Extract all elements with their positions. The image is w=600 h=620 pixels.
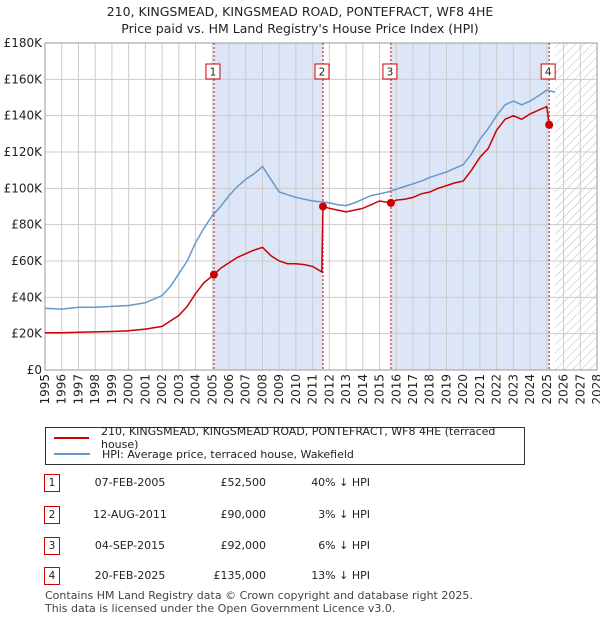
x-tick-label: 2017	[406, 374, 420, 405]
marker-badge	[205, 63, 221, 80]
x-tick-label: 2009	[272, 374, 286, 405]
transaction-number-badge: 1	[44, 474, 60, 492]
transaction-hpi-diff: 6% ↓ HPI	[318, 539, 370, 552]
footer-copyright: Contains HM Land Registry data © Crown c…	[45, 589, 473, 602]
transaction-date: 07-FEB-2005	[94, 476, 166, 489]
transaction-price: £90,000	[220, 508, 267, 521]
x-tick-label: 2005	[205, 374, 219, 405]
transaction-price: £135,000	[213, 569, 267, 582]
x-tick-label: 2010	[289, 374, 303, 405]
x-tick-label: 2011	[306, 374, 320, 405]
x-tick-label: 1998	[88, 374, 102, 405]
chart-subtitle: Price paid vs. HM Land Registry's House …	[121, 21, 479, 36]
x-tick-label: 2008	[255, 374, 269, 405]
table-row: 3 04-SEP-2015 £92,000 6% ↓ HPI	[0, 537, 600, 557]
y-tick-label: £100K	[4, 181, 44, 195]
legend-label-hpi: HPI: Average price, terraced house, Wake…	[102, 447, 354, 461]
x-tick-label: 2019	[439, 374, 453, 405]
y-tick-label: £0	[27, 363, 42, 377]
sale-point	[386, 198, 395, 207]
series-line-property	[45, 105, 553, 334]
x-tick-label: 2024	[523, 374, 537, 405]
sale-point	[209, 270, 218, 279]
x-tick-label: 2027	[573, 374, 587, 405]
y-tick-label: £80K	[11, 218, 43, 232]
legend-item-hpi: HPI: Average price, terraced house, Wake…	[54, 446, 354, 462]
x-tick-label: 2002	[155, 374, 169, 405]
series-line-hpi	[45, 89, 556, 310]
marker-badge-label: 4	[545, 67, 552, 79]
y-tick-label: £140K	[4, 109, 44, 123]
marker-badge-label: 3	[387, 67, 394, 79]
x-tick-label: 2003	[172, 374, 186, 405]
transaction-hpi-diff: 3% ↓ HPI	[318, 508, 370, 521]
marker-badge	[540, 63, 556, 80]
x-tick-label: 1996	[55, 374, 69, 405]
x-tick-label: 2022	[490, 374, 504, 405]
sale-point	[545, 120, 554, 129]
marker-badge-label: 2	[319, 67, 326, 79]
transaction-price: £92,000	[220, 539, 267, 552]
table-row: 1 07-FEB-2005 £52,500 40% ↓ HPI	[0, 474, 600, 494]
x-tick-label: 2013	[339, 374, 353, 405]
sale-point	[319, 202, 328, 211]
marker-badge	[314, 63, 330, 80]
x-tick-label: 2007	[239, 374, 253, 405]
x-tick-label: 1995	[38, 374, 52, 405]
x-tick-label: 1999	[105, 374, 119, 405]
x-tick-label: 2028	[590, 374, 600, 405]
x-tick-label: 2014	[356, 374, 370, 405]
x-tick-label: 2001	[138, 374, 152, 405]
y-tick-label: £40K	[11, 290, 43, 304]
transaction-date: 12-AUG-2011	[93, 508, 167, 521]
footer-license: This data is licensed under the Open Gov…	[45, 602, 396, 615]
future-hatch	[555, 43, 597, 370]
x-tick-label: 2006	[222, 374, 236, 405]
legend-swatch-hpi	[54, 453, 90, 455]
x-tick-label: 2012	[322, 374, 336, 405]
legend: 210, KINGSMEAD, KINGSMEAD ROAD, PONTEFRA…	[45, 425, 525, 465]
x-tick-label: 2015	[373, 374, 387, 405]
transaction-hpi-diff: 13% ↓ HPI	[311, 569, 370, 582]
x-tick-label: 2020	[456, 374, 470, 405]
legend-label-property: 210, KINGSMEAD, KINGSMEAD ROAD, PONTEFRA…	[100, 425, 496, 451]
transaction-price: £52,500	[220, 476, 267, 489]
ownership-shade	[213, 43, 323, 370]
x-tick-label: 2026	[557, 374, 571, 405]
marker-badge	[382, 63, 398, 80]
x-tick-label: 2023	[506, 374, 520, 405]
y-tick-label: £120K	[4, 145, 44, 159]
y-tick-label: £160K	[4, 72, 44, 86]
table-row: 4 20-FEB-2025 £135,000 13% ↓ HPI	[0, 567, 600, 587]
x-tick-label: 2016	[389, 374, 403, 405]
transaction-date: 20-FEB-2025	[94, 569, 166, 582]
x-tick-label: 2021	[473, 374, 487, 405]
legend-swatch-property	[54, 437, 89, 439]
legend-item-property: 210, KINGSMEAD, KINGSMEAD ROAD, PONTEFRA…	[54, 425, 524, 451]
y-tick-label: £60K	[11, 254, 43, 268]
ownership-shade	[390, 43, 549, 370]
x-tick-label: 2018	[423, 374, 437, 405]
price-chart: £0 £20K £40K £60K £80K £100K £120K £140K £160K £1…	[4, 36, 600, 405]
plot-border	[44, 42, 598, 371]
x-tick-label: 1997	[71, 374, 85, 405]
transaction-number-badge: 3	[44, 537, 60, 555]
y-tick-label: £20K	[11, 327, 43, 341]
transaction-date: 04-SEP-2015	[94, 539, 166, 552]
transaction-hpi-diff: 40% ↓ HPI	[311, 476, 370, 489]
chart-title: 210, KINGSMEAD, KINGSMEAD ROAD, PONTEFRA…	[106, 4, 494, 19]
marker-badge-label: 1	[210, 67, 217, 79]
x-tick-label: 2004	[189, 374, 203, 405]
table-row: 2 12-AUG-2011 £90,000 3% ↓ HPI	[0, 506, 600, 526]
transaction-number-badge: 4	[44, 567, 60, 585]
x-tick-label: 2000	[122, 374, 136, 405]
x-tick-label: 2025	[540, 374, 554, 405]
transaction-number-badge: 2	[44, 506, 60, 524]
y-tick-label: £180K	[4, 36, 44, 50]
